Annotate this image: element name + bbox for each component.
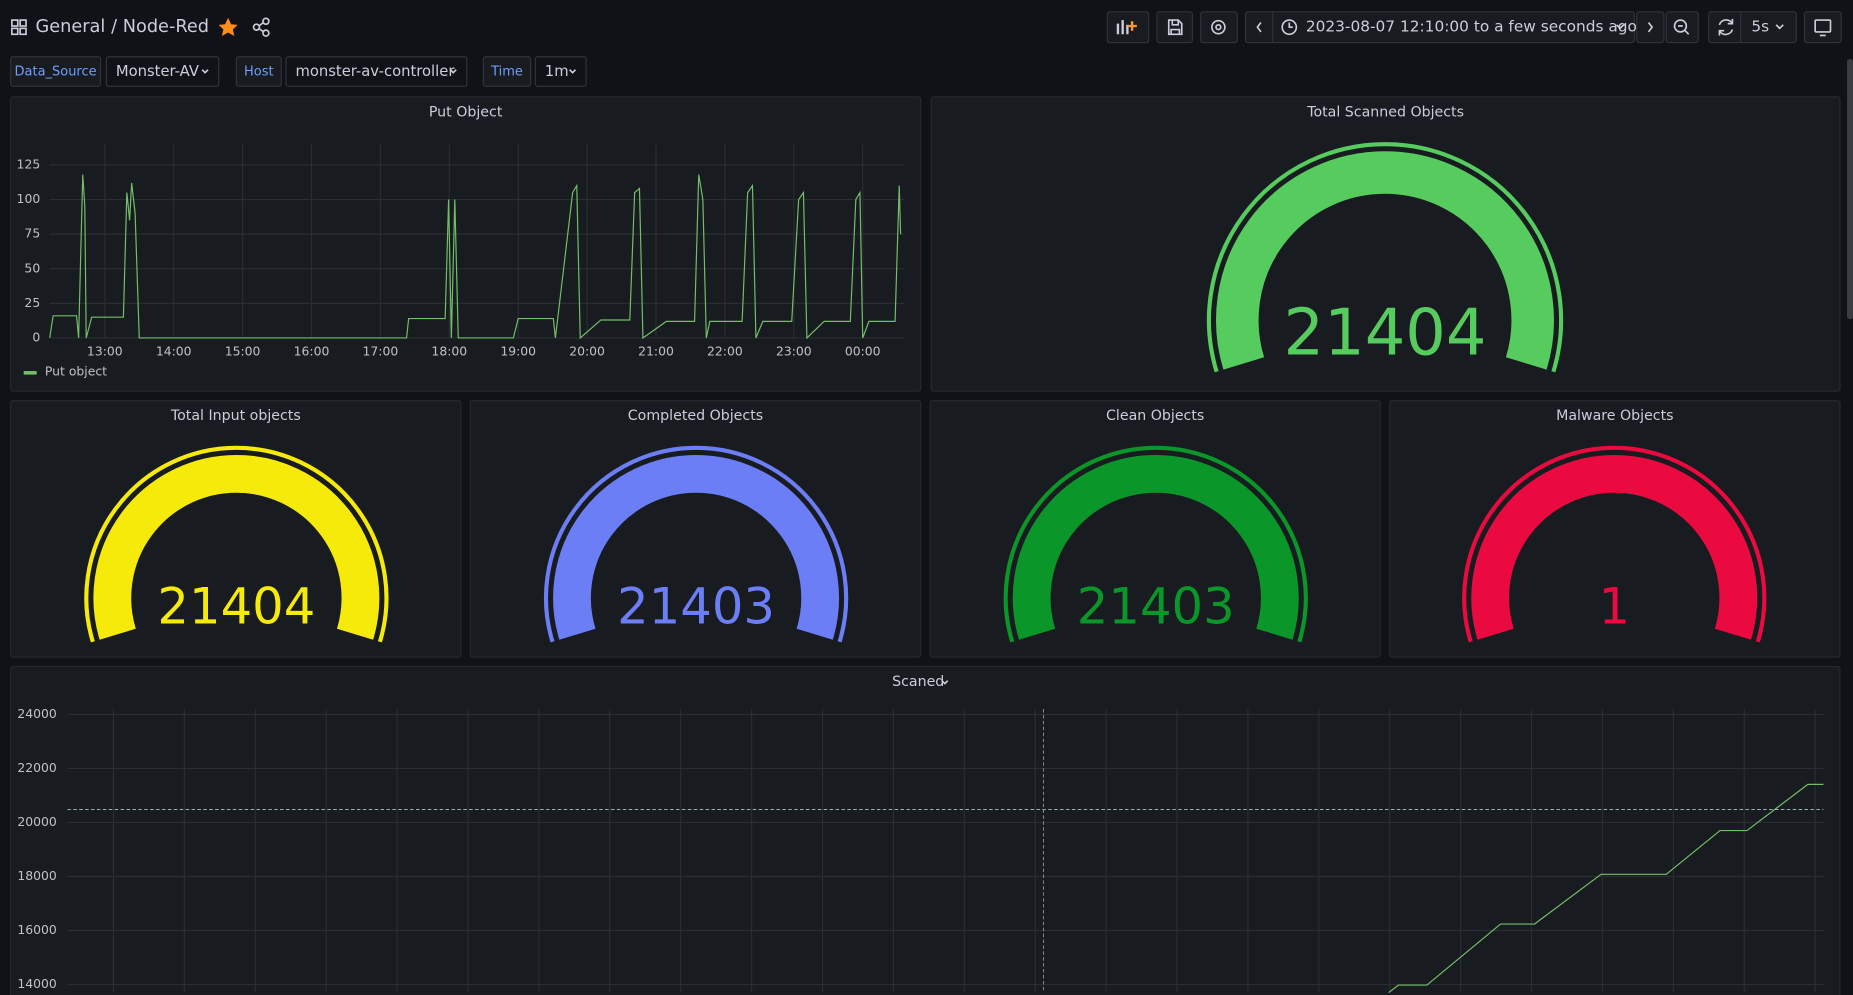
- variable-value: Monster-AV: [116, 63, 199, 80]
- x-tick-label: 22:00: [707, 344, 743, 359]
- gauge-value: 21403: [1077, 577, 1235, 635]
- y-tick-label: 24000: [17, 706, 57, 721]
- y-tick-label: 14000: [17, 976, 57, 991]
- star-icon[interactable]: [219, 18, 238, 36]
- variable-label: Data_Source: [15, 65, 97, 80]
- settings-button[interactable]: [1201, 12, 1238, 43]
- panel: [11, 666, 1840, 995]
- breadcrumb-dashboard[interactable]: / Node-Red: [111, 17, 209, 37]
- panel-title[interactable]: Total Scanned Objects: [1306, 104, 1464, 120]
- save-button[interactable]: [1157, 12, 1192, 43]
- time-forward-button[interactable]: [1637, 12, 1664, 43]
- x-tick-label: 16:00: [294, 344, 330, 359]
- tv-mode-button[interactable]: [1805, 12, 1842, 43]
- legend-swatch: [24, 371, 37, 375]
- panel-title[interactable]: Scaned: [892, 674, 944, 690]
- variable-value: monster-av-controller: [295, 63, 455, 80]
- breadcrumb-folder[interactable]: General: [35, 17, 105, 37]
- variable-label: Time: [490, 65, 523, 80]
- time-range[interactable]: 2023-08-07 12:10:00 to a few seconds ago: [1306, 18, 1637, 36]
- apps-icon[interactable]: [12, 20, 26, 34]
- variable-label: Host: [244, 65, 274, 80]
- x-tick-label: 13:00: [87, 344, 123, 359]
- y-tick-label: 25: [24, 295, 40, 310]
- panel-title[interactable]: Put Object: [429, 104, 503, 120]
- legend-label[interactable]: Put object: [45, 364, 107, 379]
- y-tick-label: 100: [17, 191, 41, 206]
- panel-title[interactable]: Total Input objects: [170, 408, 301, 424]
- zoom-out-button[interactable]: [1666, 12, 1698, 43]
- refresh-interval[interactable]: 5s: [1751, 18, 1769, 36]
- gauge-value: 21403: [617, 577, 775, 635]
- y-tick-label: 0: [32, 329, 40, 344]
- panels: Put Object 0 25 50 75 100 125 13:00 14:00 15:00 16…: [11, 97, 1840, 995]
- gauge-value: 21404: [157, 577, 315, 635]
- y-tick-label: 16000: [17, 922, 57, 937]
- y-tick-label: 75: [24, 226, 40, 241]
- share-icon[interactable]: [254, 18, 269, 36]
- y-tick-label: 50: [24, 260, 40, 275]
- x-tick-label: 00:00: [845, 344, 881, 359]
- x-tick-label: 18:00: [431, 344, 467, 359]
- gauge-value: 21404: [1284, 296, 1487, 370]
- x-tick-label: 17:00: [363, 344, 399, 359]
- y-tick-label: 22000: [17, 760, 57, 775]
- x-tick-label: 20:00: [569, 344, 605, 359]
- y-tick-label: 20000: [17, 814, 57, 829]
- gauge-value: 1: [1598, 577, 1630, 635]
- x-tick-label: 21:00: [638, 344, 674, 359]
- x-tick-label: 14:00: [156, 344, 192, 359]
- x-tick-label: 15:00: [225, 344, 261, 359]
- scrollbar[interactable]: [1847, 59, 1853, 319]
- panel-title[interactable]: Malware Objects: [1556, 408, 1673, 424]
- variable-value: 1m: [545, 63, 569, 80]
- panel-title[interactable]: Completed Objects: [628, 408, 763, 424]
- y-tick-label: 18000: [17, 868, 57, 883]
- variables-bar: Data_Source Monster-AV Host monster-av-cont…: [11, 57, 586, 87]
- y-tick-label: 125: [17, 156, 41, 171]
- panel-title[interactable]: Clean Objects: [1106, 408, 1204, 424]
- x-tick-label: 19:00: [500, 344, 536, 359]
- x-tick-label: 23:00: [776, 344, 812, 359]
